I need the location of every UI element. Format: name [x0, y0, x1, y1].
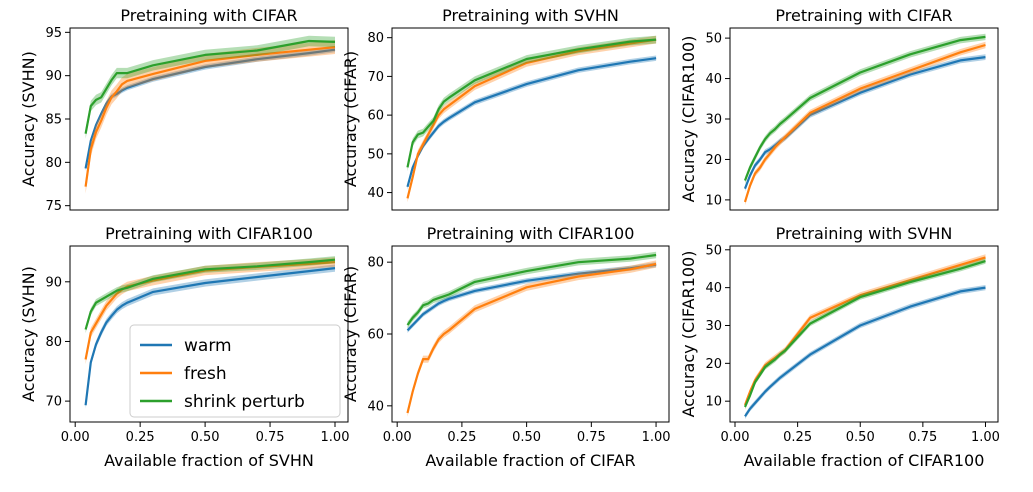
x-tick-label: 0.25 [447, 430, 476, 445]
x-tick-label: 0.00 [721, 430, 750, 445]
y-axis-label: Accuracy (SVHN) [19, 266, 38, 402]
series-line-fresh [406, 38, 657, 199]
y-tick-label: 80 [45, 156, 62, 171]
panel-title: Pretraining with CIFAR100 [105, 224, 313, 243]
y-tick-label: 95 [45, 26, 62, 41]
series-line-warm [84, 267, 336, 406]
y-tick-label: 30 [705, 113, 722, 128]
confidence-band-shrink-perturb [407, 35, 657, 172]
x-axis-label: Available fraction of SVHN [104, 451, 314, 470]
series-line-shrink-perturb [84, 39, 336, 134]
legend-label-warm: warm [184, 336, 232, 356]
x-tick-label: 0.00 [383, 430, 412, 445]
x-tick-label: 1.00 [971, 430, 1000, 445]
y-tick-label: 90 [45, 69, 62, 84]
series-line-warm [406, 263, 657, 332]
confidence-band-shrink-perturb [745, 258, 986, 410]
panel-title: Pretraining with SVHN [442, 6, 619, 25]
x-tick-label: 1.00 [642, 430, 671, 445]
y-tick-label: 70 [367, 70, 384, 85]
confidence-band-fresh [85, 257, 335, 365]
y-tick-label: 40 [705, 72, 722, 87]
x-tick-label: 0.50 [846, 430, 875, 445]
y-tick-label: 60 [367, 109, 384, 124]
confidence-band-warm [407, 55, 657, 190]
y-tick-label: 70 [45, 395, 62, 410]
series-line-shrink-perturb [743, 260, 986, 408]
series-line-shrink-perturb [84, 258, 336, 330]
y-tick-label: 85 [45, 113, 62, 128]
x-tick-label: 0.50 [191, 430, 220, 445]
y-tick-label: 40 [367, 186, 384, 201]
legend-box [129, 324, 341, 418]
x-axis-label: Available fraction of CIFAR100 [744, 451, 985, 470]
y-tick-label: 30 [705, 319, 722, 334]
chart-panel-3: 10 20 30 40 50 Pretraining with CIFAR Accuracy… [679, 6, 999, 211]
y-tick-label: 10 [705, 193, 722, 208]
y-tick-label: 80 [367, 31, 384, 46]
plot-frame [729, 245, 999, 423]
y-tick-label: 10 [705, 395, 722, 410]
x-tick-label: 0.25 [126, 430, 155, 445]
y-tick-label: 75 [45, 199, 62, 214]
confidence-band-shrink-perturb [85, 256, 335, 334]
series-line-fresh [406, 262, 657, 414]
confidence-band-fresh [407, 260, 657, 417]
panel-title: Pretraining with CIFAR [775, 6, 952, 25]
y-axis-label: Accuracy (CIFAR) [341, 266, 360, 402]
x-tick-label: 0.00 [61, 430, 90, 445]
chart-panel-2: 40 50 60 70 80 Pretraining with SVHN Accuracy … [341, 6, 670, 211]
plot-frame [391, 27, 670, 211]
x-tick-label: 0.50 [512, 430, 541, 445]
series-line-shrink-perturb [406, 253, 657, 326]
confidence-band-fresh [745, 254, 986, 408]
y-tick-label: 40 [705, 281, 722, 296]
x-tick-label: 1.00 [321, 430, 350, 445]
series-line-shrink-perturb [743, 35, 986, 181]
series-line-fresh [84, 46, 336, 187]
panel-title: Pretraining with CIFAR100 [427, 224, 635, 243]
x-axis-label: Available fraction of CIFAR [425, 451, 635, 470]
chart-panel-5: 40 60 80 0.00 0.25 0.50 0.75 1.00 Pretraining wi… [341, 224, 671, 470]
y-axis-label: Accuracy (CIFAR) [341, 51, 360, 187]
chart-panel-4: 70 80 90 0.00 0.25 0.50 0.75 1.00 Pretraining wi… [19, 224, 349, 470]
legend-label-fresh: fresh [184, 364, 227, 384]
chart-panel-1: 75 80 85 90 95 Pretraining with CIFAR Accuracy… [19, 6, 349, 214]
y-tick-label: 80 [367, 256, 384, 271]
y-tick-label: 40 [367, 399, 384, 414]
confidence-band-shrink-perturb [407, 251, 657, 329]
x-tick-label: 0.75 [256, 430, 285, 445]
series-line-shrink-perturb [406, 38, 657, 168]
panel-title: Pretraining with CIFAR [120, 6, 297, 25]
y-axis-label: Accuracy (CIFAR100) [679, 36, 698, 203]
y-axis-label: Accuracy (CIFAR100) [679, 251, 698, 418]
y-tick-label: 20 [705, 357, 722, 372]
y-tick-label: 90 [45, 275, 62, 290]
x-tick-label: 0.75 [908, 430, 937, 445]
panel-title: Pretraining with SVHN [776, 224, 953, 243]
plot-frame [69, 245, 349, 423]
legend-label-shrink-perturb: shrink perturb [184, 392, 305, 412]
legend: warm fresh shrink perturb [129, 324, 341, 418]
y-tick-label: 50 [705, 243, 722, 258]
x-tick-label: 0.25 [783, 430, 812, 445]
y-tick-label: 80 [45, 335, 62, 350]
y-tick-label: 60 [367, 328, 384, 343]
y-axis-label: Accuracy (SVHN) [19, 51, 38, 187]
chart-panel-6: 10 20 30 40 50 0.00 0.25 0.50 0.75 1.00 Pretrainin… [679, 224, 1000, 470]
y-tick-label: 50 [705, 32, 722, 47]
confidence-band-shrink-perturb [85, 35, 335, 139]
series-line-warm [744, 286, 986, 417]
y-tick-label: 20 [705, 153, 722, 168]
series-line-fresh [743, 256, 986, 406]
x-tick-label: 0.75 [577, 430, 606, 445]
y-tick-label: 50 [367, 147, 384, 162]
confidence-band-fresh [85, 40, 335, 194]
series-line-fresh [743, 43, 986, 203]
series-line-warm [84, 48, 336, 169]
